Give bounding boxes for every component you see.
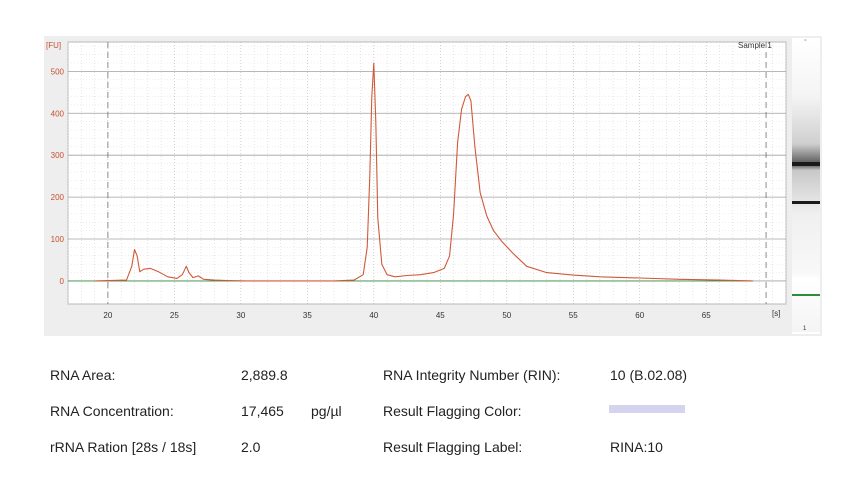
plot-area <box>67 41 787 305</box>
gel-sample-number: 1 <box>803 326 807 332</box>
rna-area-value: 2,889.8 <box>241 367 288 383</box>
x-tick-label: 45 <box>436 311 445 320</box>
rin-label: RNA Integrity Number (RIN): <box>383 367 561 383</box>
y-tick-label: 300 <box>51 151 65 160</box>
gel-lane-gradient <box>792 38 820 332</box>
flag-color-swatch <box>609 405 685 413</box>
grid-lines <box>67 42 787 304</box>
x-tick-label: 65 <box>702 311 711 320</box>
y-tick-label: 200 <box>51 193 65 202</box>
marker-lines <box>68 42 767 304</box>
gel-ladder-dot: ° <box>804 38 807 46</box>
x-axis-unit: [s] <box>772 309 780 318</box>
gel-lane: ° 1 <box>792 38 820 334</box>
fluorescence-trace <box>94 62 753 282</box>
flag-label-label: Result Flagging Label: <box>383 439 523 455</box>
y-tick-label: 0 <box>60 277 65 286</box>
flag-color-label: Result Flagging Color: <box>383 403 522 419</box>
gel-marker-band <box>792 294 820 296</box>
rrna-ratio-value: 2.0 <box>241 439 261 455</box>
rrna-ratio-label: rRNA Ration [28s / 18s] <box>50 439 197 455</box>
y-axis-unit: [FU] <box>46 41 61 50</box>
gel-band-18s <box>792 201 820 204</box>
rna-concentration-label: RNA Concentration: <box>50 403 174 419</box>
x-tick-label: 55 <box>569 311 578 320</box>
gel-band-28s <box>792 162 820 166</box>
rna-concentration-value: 17,465 <box>241 403 284 419</box>
y-tick-label: 500 <box>51 67 65 76</box>
y-tick-label: 400 <box>51 109 65 118</box>
x-tick-label: 30 <box>236 311 245 320</box>
x-tick-label: 40 <box>369 311 378 320</box>
rin-value: 10 (B.02.08) <box>610 367 688 383</box>
electropherogram-panel: 0 100 200 300 400 500 20 25 30 35 40 45 50 55 60 65 [F… <box>44 36 822 336</box>
x-tick-labels: 20 25 30 35 40 45 50 55 60 65 <box>103 311 711 320</box>
y-tick-labels: 0 100 200 300 400 500 <box>51 67 65 286</box>
y-tick-label: 100 <box>51 235 65 244</box>
x-tick-label: 25 <box>170 311 179 320</box>
x-tick-label: 35 <box>303 311 312 320</box>
sample-label: Sample 1 <box>738 41 772 50</box>
rna-area-label: RNA Area: <box>50 367 116 383</box>
x-tick-label: 50 <box>502 311 511 320</box>
x-tick-label: 60 <box>635 311 644 320</box>
trace-layer <box>94 62 753 282</box>
rna-concentration-unit: pg/µl <box>311 403 342 419</box>
flag-label-value: RINA:10 <box>610 439 663 455</box>
x-tick-label: 20 <box>103 311 112 320</box>
